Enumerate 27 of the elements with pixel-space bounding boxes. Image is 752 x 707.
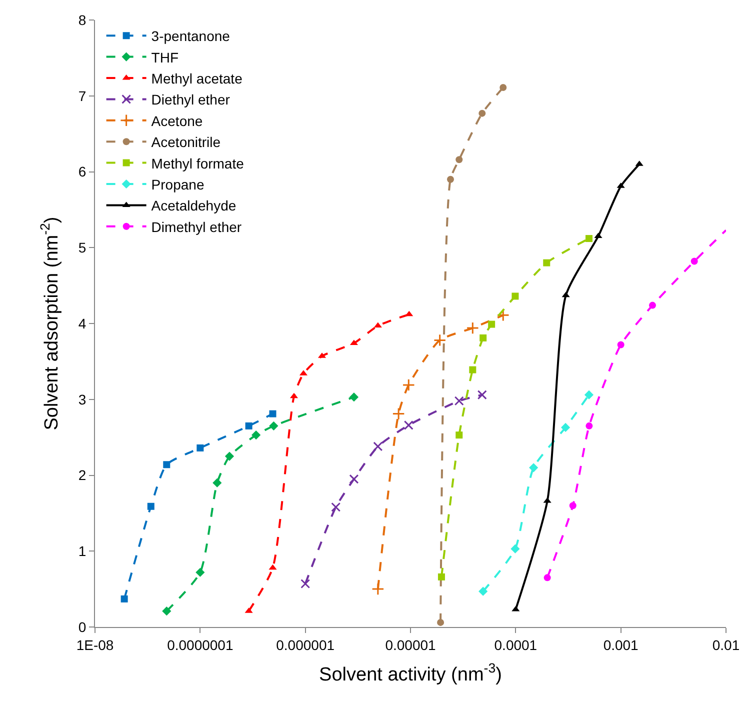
legend-label: Methyl formate [151, 155, 244, 172]
y-tick-label: 7 [78, 88, 86, 104]
x-tick-label: 0.001 [603, 636, 639, 653]
x-tick-label: 0.00001 [385, 636, 436, 653]
x-tick-label: 0.0000001 [167, 636, 234, 653]
legend-label: Methyl acetate [151, 70, 243, 86]
x-axis-title: Solvent activity (nm$^{-3}$) [319, 660, 502, 686]
legend-label: Diethyl ether [151, 92, 230, 108]
y-tick-label: 6 [78, 164, 86, 180]
legend-label: Dimethyl ether [151, 218, 242, 235]
y-tick-label: 2 [78, 467, 86, 484]
y-tick-label: 4 [78, 315, 86, 332]
x-tick-label: 0.000001 [276, 636, 335, 653]
legend-label: Propane [151, 176, 204, 192]
y-tick-label: 5 [78, 240, 86, 256]
y-tick-label: 8 [78, 12, 86, 28]
y-tick-label: 3 [78, 391, 86, 408]
y-tick-label: 0 [78, 618, 86, 635]
legend-label: THF [151, 49, 179, 66]
legend-label: 3-pentanone [151, 28, 230, 44]
x-tick-label: 0.01 [712, 636, 740, 653]
legend-label: Acetone [151, 112, 203, 129]
x-tick-label: 1E-08 [76, 636, 114, 653]
legend-label: Acetaldehyde [151, 198, 236, 214]
legend-label: Acetonitrile [151, 134, 221, 150]
y-tick-label: 1 [78, 543, 86, 560]
x-tick-label: 0.0001 [494, 636, 538, 653]
